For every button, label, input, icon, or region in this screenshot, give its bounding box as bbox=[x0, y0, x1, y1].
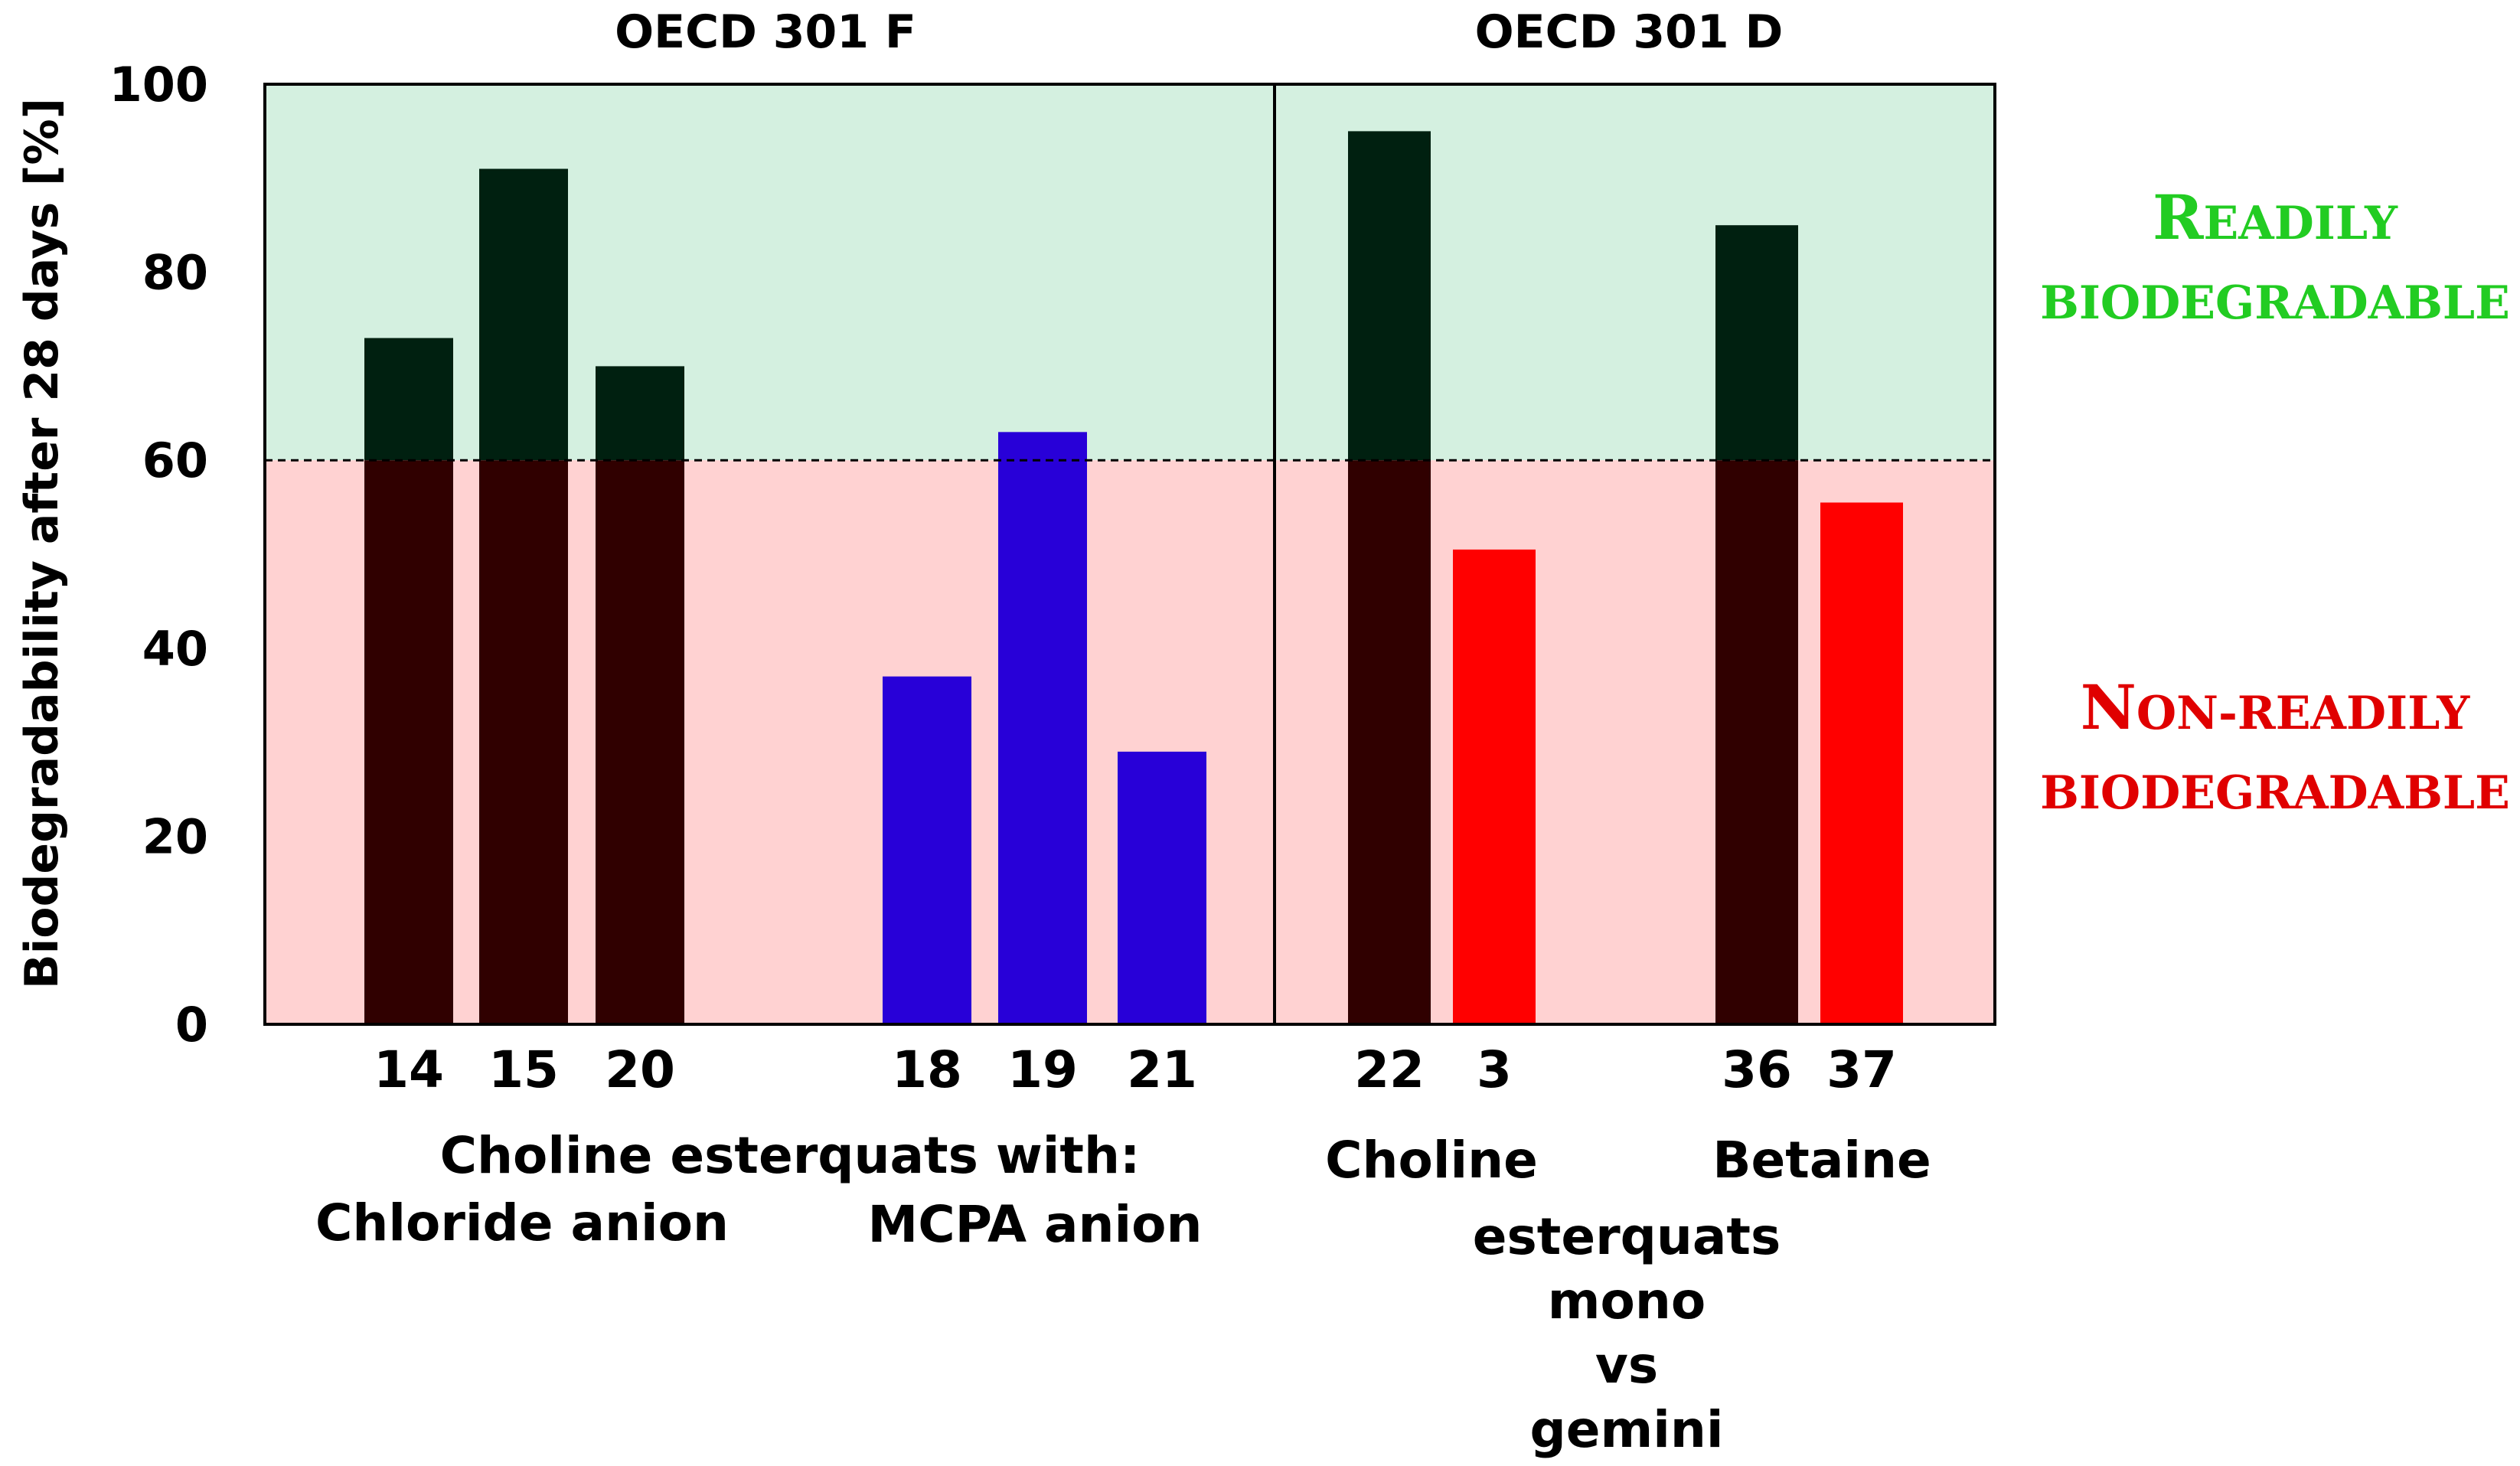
bar-37 bbox=[1820, 502, 1903, 1024]
group-label-vs: vs bbox=[1595, 1336, 1658, 1395]
group-label-choline: Choline bbox=[1325, 1131, 1538, 1190]
category-label-15: 15 bbox=[488, 1040, 559, 1099]
category-label-20: 20 bbox=[605, 1040, 675, 1099]
group-label-mcpa-anion: MCPA anion bbox=[868, 1195, 1203, 1254]
bar-22-lower bbox=[1348, 460, 1431, 1024]
category-label-19: 19 bbox=[1007, 1040, 1078, 1099]
plot-frame bbox=[263, 83, 1996, 1026]
y-tick-label: 20 bbox=[142, 808, 208, 864]
group-label-gemini: gemini bbox=[1529, 1400, 1723, 1459]
non-readily-label-cap: N bbox=[2081, 671, 2136, 743]
bar-3 bbox=[1453, 549, 1536, 1024]
panel-title-oecd-301d: OECD 301 D bbox=[1475, 5, 1784, 59]
bar-18 bbox=[883, 676, 971, 1024]
group-label-chloride-anion: Chloride anion bbox=[315, 1193, 729, 1252]
readily-label-cap: R bbox=[2153, 181, 2204, 253]
readily-label-line2: BIODEGRADABLE bbox=[2040, 276, 2510, 330]
bar-14-upper bbox=[364, 338, 453, 461]
group-label-mono: mono bbox=[1548, 1272, 1706, 1331]
bar-20-lower bbox=[596, 460, 684, 1024]
category-labels: 14 15 20 18 19 21 22 3 36 37 bbox=[374, 1040, 1897, 1099]
y-axis-label: Biodegradability after 28 days [%] bbox=[15, 98, 69, 989]
y-axis-ticks: 0 20 40 60 80 100 bbox=[109, 57, 208, 1053]
bar-36-lower bbox=[1715, 460, 1798, 1024]
readily-label-line1: READILY bbox=[2153, 181, 2398, 253]
bar-21 bbox=[1118, 751, 1206, 1024]
bar-20-upper bbox=[596, 366, 684, 461]
category-label-3: 3 bbox=[1477, 1040, 1512, 1099]
bar-15-lower bbox=[479, 460, 568, 1024]
non-readily-label-line1: NON-READILY bbox=[2081, 671, 2471, 743]
category-label-37: 37 bbox=[1826, 1040, 1897, 1099]
category-label-21: 21 bbox=[1127, 1040, 1197, 1099]
bar-14-lower bbox=[364, 460, 453, 1024]
category-label-18: 18 bbox=[892, 1040, 962, 1099]
non-readily-label-line2: BIODEGRADABLE bbox=[2040, 766, 2510, 820]
bar-19 bbox=[998, 432, 1087, 1024]
readily-label-rest: EADILY bbox=[2203, 197, 2398, 250]
y-tick-label: 80 bbox=[142, 245, 208, 301]
category-label-36: 36 bbox=[1722, 1040, 1792, 1099]
y-tick-label: 40 bbox=[142, 621, 208, 677]
bar-15-upper bbox=[479, 168, 568, 461]
group-label-betaine: Betaine bbox=[1712, 1131, 1931, 1190]
group-heading-choline-esterquats: Choline esterquats with: bbox=[440, 1126, 1141, 1185]
category-label-14: 14 bbox=[374, 1040, 444, 1099]
category-label-22: 22 bbox=[1354, 1040, 1425, 1099]
bar-22-upper bbox=[1348, 131, 1431, 461]
non-readily-label-rest: ON-READILY bbox=[2136, 687, 2471, 740]
bars-group bbox=[364, 131, 1903, 1024]
y-tick-label: 60 bbox=[142, 433, 208, 488]
panel-title-oecd-301f: OECD 301 F bbox=[615, 5, 916, 59]
y-tick-label: 0 bbox=[175, 997, 208, 1053]
y-tick-label: 100 bbox=[109, 57, 208, 113]
group-label-esterquats: esterquats bbox=[1473, 1207, 1781, 1266]
bar-36-upper bbox=[1715, 225, 1798, 461]
